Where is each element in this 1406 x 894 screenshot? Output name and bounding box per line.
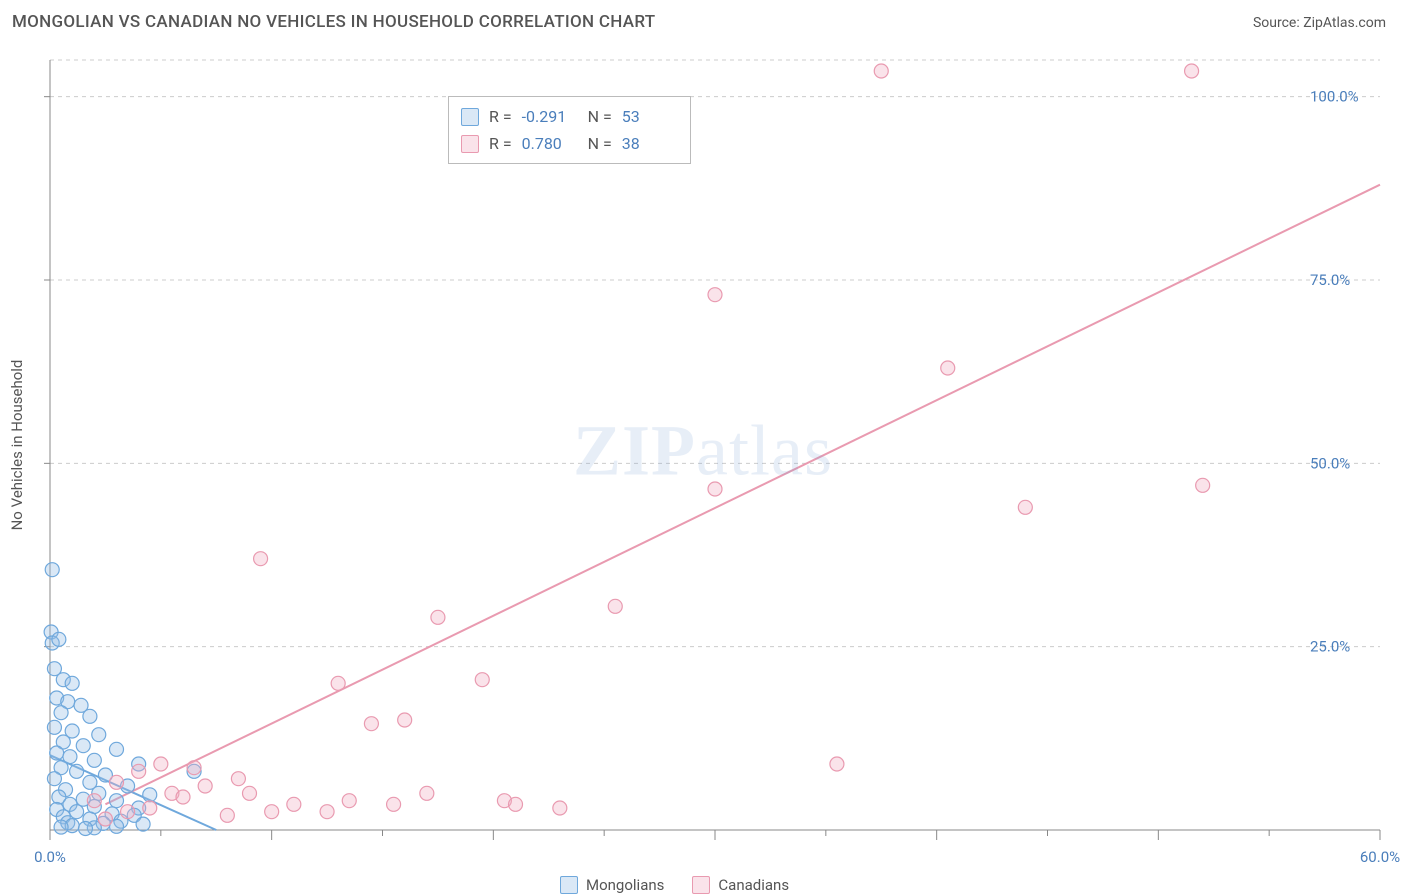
point-mongolians [136,817,150,831]
point-mongolians [78,822,92,836]
point-canadians [431,610,445,624]
point-canadians [331,676,345,690]
r-value-canadians: 0.780 [522,130,578,157]
point-canadians [342,794,356,808]
point-canadians [509,797,523,811]
point-canadians [98,812,112,826]
chart-title: MONGOLIAN VS CANADIAN NO VEHICLES IN HOU… [12,12,655,32]
point-canadians [708,288,722,302]
point-canadians [420,786,434,800]
y-tick-label: 100.0% [1310,88,1359,106]
r-label: R = [489,130,512,157]
y-axis-title: No Vehicles in Household [8,360,26,531]
point-mongolians [92,728,106,742]
point-canadians [608,599,622,613]
point-mongolians [70,764,84,778]
point-canadians [874,64,888,78]
point-canadians [941,361,955,375]
legend-label-canadians: Canadians [718,876,789,894]
point-canadians [364,717,378,731]
n-value-canadians: 38 [622,130,678,157]
trend-line-canadians [105,185,1380,805]
point-mongolians [54,706,68,720]
point-mongolians [45,563,59,577]
n-value-mongolians: 53 [622,103,678,130]
point-mongolians [65,676,79,690]
point-mongolians [83,709,97,723]
stats-row-mongolians: R = -0.291 N = 53 [461,103,678,130]
point-canadians [198,779,212,793]
legend-swatch-canadians [461,135,479,153]
stats-row-canadians: R = 0.780 N = 38 [461,130,678,157]
point-mongolians [54,820,68,834]
series-legend: Mongolians Canadians [560,876,789,894]
point-mongolians [76,739,90,753]
r-label: R = [489,103,512,130]
x-tick-label: 0.0% [34,848,66,866]
point-canadians [475,673,489,687]
n-label: N = [588,103,612,130]
point-canadians [154,757,168,771]
point-mongolians [87,753,101,767]
scatter-chart-svg: 0.0% 60.0% 25.0% 50.0% 75.0% 100.0% No Vehicle… [0,40,1406,870]
point-canadians [220,808,234,822]
correlation-stats-legend: R = -0.291 N = 53 R = 0.780 N = 38 [448,96,691,164]
point-canadians [176,790,190,804]
point-mongolians [47,720,61,734]
point-canadians [265,805,279,819]
point-canadians [110,775,124,789]
y-tick-label: 50.0% [1310,454,1350,472]
r-value-mongolians: -0.291 [522,103,578,130]
legend-item-mongolians[interactable]: Mongolians [560,876,664,894]
y-tick-label: 75.0% [1310,271,1350,289]
n-label: N = [588,130,612,157]
y-tick-label: 25.0% [1310,638,1350,656]
point-canadians [143,801,157,815]
point-canadians [387,797,401,811]
point-canadians [231,772,245,786]
point-mongolians [110,742,124,756]
x-tick-label: 60.0% [1360,848,1400,866]
point-mongolians [52,632,66,646]
legend-swatch-mongolians [461,108,479,126]
point-canadians [287,797,301,811]
point-canadians [243,786,257,800]
source-link[interactable]: ZipAtlas.com [1303,15,1386,31]
point-mongolians [47,772,61,786]
point-mongolians [110,794,124,808]
source-attribution: Source: ZipAtlas.com [1253,15,1386,31]
point-canadians [1185,64,1199,78]
point-canadians [553,801,567,815]
point-mongolians [50,746,64,760]
legend-swatch-canadians [692,876,710,894]
point-canadians [398,713,412,727]
point-canadians [1196,478,1210,492]
point-canadians [830,757,844,771]
chart-header: MONGOLIAN VS CANADIAN NO VEHICLES IN HOU… [0,0,1406,40]
point-canadians [708,482,722,496]
point-canadians [121,805,135,819]
point-mongolians [143,788,157,802]
source-prefix: Source: [1253,15,1303,31]
point-canadians [132,764,146,778]
legend-label-mongolians: Mongolians [586,876,664,894]
legend-item-canadians[interactable]: Canadians [692,876,789,894]
point-canadians [1018,500,1032,514]
legend-swatch-mongolians [560,876,578,894]
point-canadians [187,761,201,775]
point-canadians [254,552,268,566]
point-canadians [320,805,334,819]
chart-area: ZIPatlas 0.0%60.0%25.0%50.0%75.0%100.0%N… [0,40,1406,870]
point-canadians [87,794,101,808]
